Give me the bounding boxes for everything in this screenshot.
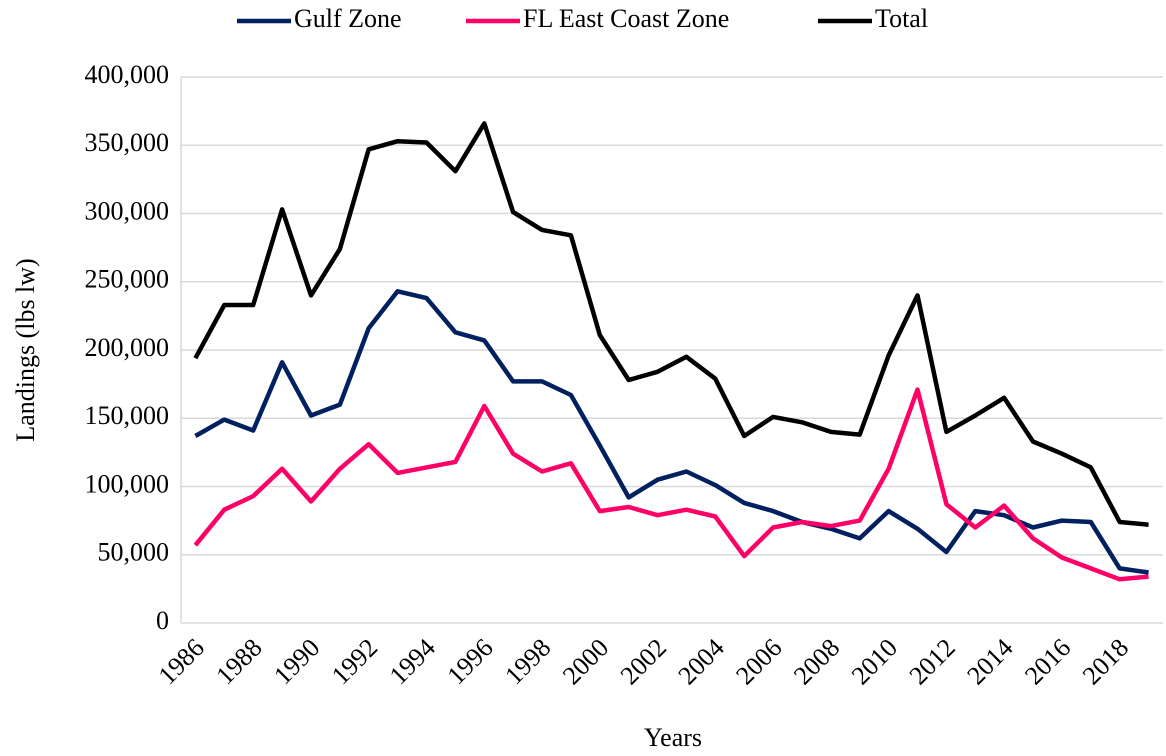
x-axis-title: Years [644, 723, 702, 752]
y-tick-label: 400,000 [85, 60, 170, 89]
x-tick-label: 1992 [326, 633, 383, 690]
y-axis-title: Landings (lbs lw) [11, 258, 40, 441]
x-tick-label: 1986 [153, 633, 210, 690]
x-tick-label: 1994 [384, 633, 441, 690]
x-tick-label: 2010 [846, 633, 903, 690]
y-tick-label: 50,000 [98, 538, 170, 567]
y-tick-label: 350,000 [85, 128, 170, 157]
series-line [193, 387, 1149, 582]
x-tick-label: 2018 [1077, 633, 1134, 690]
x-tick-label: 2000 [557, 633, 614, 690]
legend-label: FL East Coast Zone [523, 4, 729, 33]
x-tick-label: 2002 [615, 633, 672, 690]
y-tick-label: 0 [156, 606, 169, 635]
x-tick-label: 1996 [441, 633, 498, 690]
x-tick-label: 1988 [210, 633, 267, 690]
x-tick-label: 2006 [730, 633, 787, 690]
x-tick-label: 2008 [788, 633, 845, 690]
y-tick-label: 250,000 [85, 265, 170, 294]
y-tick-label: 200,000 [85, 333, 170, 362]
x-tick-label: 2004 [673, 633, 730, 690]
y-tick-label: 150,000 [85, 401, 170, 430]
x-tick-label: 1998 [499, 633, 556, 690]
x-tick-label: 1990 [268, 633, 325, 690]
y-tick-label: 300,000 [85, 196, 170, 225]
legend-label: Gulf Zone [294, 4, 402, 33]
series-line [194, 289, 1149, 575]
legend-label: Total [875, 4, 928, 33]
x-tick-label: 2016 [1019, 633, 1076, 690]
x-tick-label: 2012 [904, 633, 961, 690]
x-tick-label: 2014 [961, 633, 1018, 690]
series-line [193, 121, 1149, 527]
y-tick-label: 100,000 [85, 469, 170, 498]
